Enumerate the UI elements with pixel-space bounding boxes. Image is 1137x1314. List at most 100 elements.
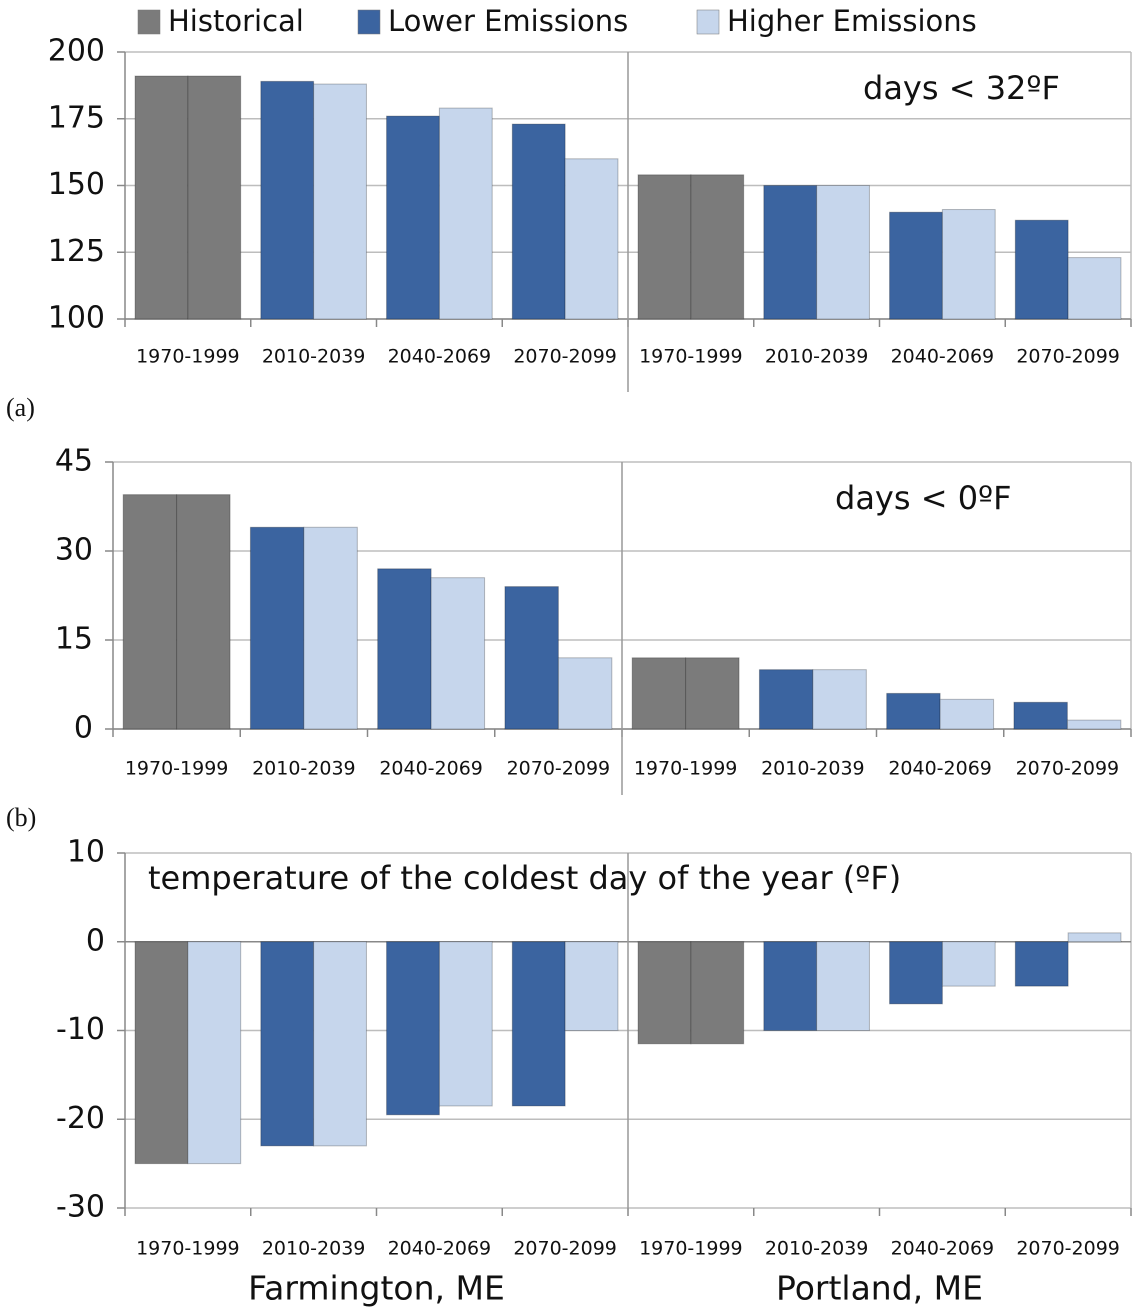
x-tick-label: 2040-2069 — [388, 346, 492, 368]
bar — [941, 209, 996, 320]
bar — [631, 657, 687, 730]
y-tick-label: 150 — [48, 167, 105, 202]
bar — [889, 211, 943, 320]
x-tick-label: 1970-1999 — [634, 758, 738, 780]
y-tick-label: 0 — [74, 711, 93, 746]
legend-swatch — [696, 9, 720, 35]
bar — [511, 123, 566, 320]
y-tick-label: 175 — [48, 100, 105, 135]
y-tick-label: 125 — [48, 234, 105, 269]
bar — [886, 692, 941, 730]
x-tick-label: 2040-2069 — [388, 1238, 492, 1260]
bar — [313, 83, 367, 320]
bar — [557, 657, 613, 730]
panel-label: (b) — [6, 803, 36, 832]
bar — [637, 174, 692, 320]
x-tick-label: 1970-1999 — [136, 1238, 240, 1260]
legend-label: Higher Emissions — [727, 4, 977, 38]
x-tick-label: 1970-1999 — [125, 758, 229, 780]
y-tick-label: 10 — [67, 835, 105, 870]
x-tick-label: 1970-1999 — [136, 346, 240, 368]
x-tick-label: 2010-2039 — [252, 758, 356, 780]
x-tick-label: 2010-2039 — [262, 346, 366, 368]
x-tick-label: 2070-2099 — [507, 758, 611, 780]
bar — [386, 115, 440, 320]
y-tick-label: 200 — [48, 34, 105, 69]
x-tick-label: 2010-2039 — [262, 1238, 366, 1260]
bar — [685, 657, 740, 730]
bar — [1066, 719, 1122, 730]
x-tick-label: 2040-2069 — [891, 346, 995, 368]
x-tick-label: 2070-2099 — [513, 346, 617, 368]
bar — [430, 577, 486, 730]
x-tick-label: 2070-2099 — [1016, 758, 1120, 780]
bar — [511, 941, 566, 1107]
x-tick-label: 2040-2069 — [891, 1238, 995, 1260]
y-tick-label: 100 — [48, 301, 105, 336]
legend-swatch — [357, 9, 381, 35]
bar — [438, 107, 493, 320]
bar — [249, 526, 305, 730]
group-label: Portland, ME — [776, 1269, 983, 1308]
bar — [690, 174, 745, 320]
bar — [504, 586, 559, 730]
bar — [377, 568, 432, 730]
legend-label: Lower Emissions — [388, 4, 628, 38]
x-tick-label: 2010-2039 — [761, 758, 865, 780]
bar — [386, 941, 440, 1116]
bar — [134, 941, 189, 1165]
x-tick-label: 2040-2069 — [888, 758, 992, 780]
y-tick-label: -30 — [56, 1190, 105, 1225]
bar — [122, 494, 178, 730]
bar — [187, 941, 242, 1165]
bar — [176, 494, 231, 730]
legend-label: Historical — [168, 4, 304, 38]
bar — [690, 941, 745, 1045]
bar — [812, 669, 867, 730]
bar — [1014, 941, 1069, 987]
bar — [303, 526, 358, 730]
x-tick-label: 2040-2069 — [379, 758, 483, 780]
bar — [564, 158, 619, 320]
x-tick-label: 2010-2039 — [765, 1238, 869, 1260]
bar — [816, 941, 870, 1031]
x-tick-label: 2010-2039 — [765, 346, 869, 368]
annotation: days < 32ºF — [863, 69, 1060, 107]
bar — [889, 941, 943, 1005]
bar — [939, 698, 995, 730]
y-tick-label: 45 — [55, 444, 93, 479]
bar — [816, 185, 870, 320]
bar — [1014, 219, 1069, 320]
bar — [260, 941, 315, 1147]
bar — [313, 941, 367, 1147]
bar — [134, 75, 189, 320]
bar — [187, 75, 242, 320]
x-tick-label: 2070-2099 — [1016, 1238, 1120, 1260]
legend-swatch — [137, 9, 161, 35]
bar — [941, 941, 996, 987]
group-label: Farmington, ME — [248, 1269, 505, 1308]
bar — [1013, 701, 1068, 730]
bar — [637, 941, 692, 1045]
bar — [763, 941, 818, 1031]
panel-label: (a) — [6, 393, 35, 422]
x-tick-label: 1970-1999 — [639, 1238, 743, 1260]
bar — [438, 941, 493, 1107]
y-tick-label: -10 — [56, 1012, 105, 1047]
y-tick-label: 15 — [55, 622, 93, 657]
y-tick-label: 30 — [55, 533, 93, 568]
bar — [758, 669, 814, 730]
y-tick-label: -20 — [56, 1101, 105, 1136]
y-tick-label: 0 — [86, 923, 105, 958]
bar — [1067, 257, 1122, 320]
x-tick-label: 1970-1999 — [639, 346, 743, 368]
bar — [564, 941, 619, 1031]
bar — [763, 185, 818, 320]
x-tick-label: 2070-2099 — [1016, 346, 1120, 368]
x-tick-label: 2070-2099 — [513, 1238, 617, 1260]
bar — [1067, 932, 1122, 943]
bar — [260, 80, 315, 320]
annotation: days < 0ºF — [835, 479, 1012, 517]
annotation: temperature of the coldest day of the ye… — [148, 859, 901, 897]
